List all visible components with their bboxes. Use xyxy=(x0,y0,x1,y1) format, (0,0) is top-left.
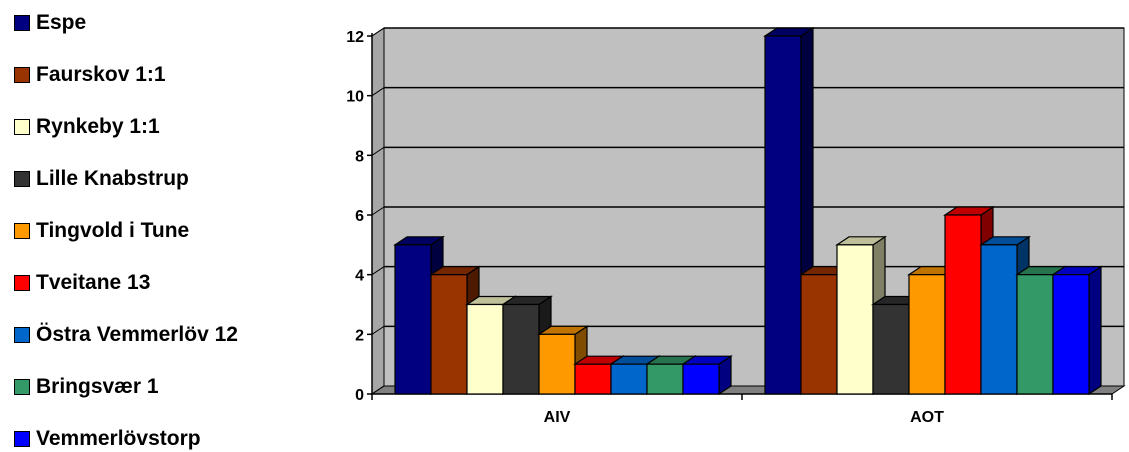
legend-item: Espe xyxy=(14,10,86,36)
legend-swatch xyxy=(14,67,30,83)
bars xyxy=(393,26,1103,396)
legend-label: Tingvold i Tune xyxy=(36,219,190,242)
y-tick-label: 0 xyxy=(355,387,364,404)
y-tick-label: 4 xyxy=(355,268,364,285)
legend-label: Tveitane 13 xyxy=(36,271,151,294)
legend-item: Tingvold i Tune xyxy=(14,218,189,244)
gridline-side xyxy=(371,266,385,276)
legend-item: Tveitane 13 xyxy=(14,270,150,296)
legend-swatch xyxy=(14,327,30,343)
labels: 0 2 4 6 8 10 12 AIV AOT xyxy=(346,29,944,426)
legend-swatch xyxy=(14,119,30,135)
legend-swatch xyxy=(14,431,30,447)
gridline-side xyxy=(371,206,385,216)
gridline-side xyxy=(371,146,385,156)
gridline-side xyxy=(371,27,385,37)
legend-item: Lille Knabstrup xyxy=(14,166,189,192)
y-tick-label: 12 xyxy=(346,29,364,46)
x-tick-label: AOT xyxy=(910,409,944,426)
bar xyxy=(681,355,733,396)
legend-label: Lille Knabstrup xyxy=(36,167,189,190)
gridline-side xyxy=(371,385,385,395)
y-tick-label: 6 xyxy=(355,208,364,225)
legend-label: Espe xyxy=(36,11,87,34)
bar xyxy=(1051,265,1103,396)
legend-swatch xyxy=(14,15,30,31)
legend-label: Bringsvær 1 xyxy=(36,375,159,398)
y-tick-label: 10 xyxy=(346,89,364,106)
legend-swatch xyxy=(14,223,30,239)
legend-item: Bringsvær 1 xyxy=(14,374,159,400)
bar xyxy=(537,325,589,396)
legend-item: Faurskov 1:1 xyxy=(14,62,166,88)
legend-label: Faurskov 1:1 xyxy=(36,63,166,86)
legend-label: Vemmerlövstorp xyxy=(36,427,201,450)
legend-item: Vemmerlövstorp xyxy=(14,426,201,452)
legend-label: Östra Vemmerlöv 12 xyxy=(36,323,238,346)
legend-item: Östra Vemmerlöv 12 xyxy=(14,322,238,348)
bar xyxy=(501,295,553,396)
legend-swatch xyxy=(14,171,30,187)
legend-swatch xyxy=(14,379,30,395)
gridline-side xyxy=(371,325,385,335)
legend-label: Rynkeby 1:1 xyxy=(36,115,160,138)
x-tick-label: AIV xyxy=(544,409,571,426)
gridline-side xyxy=(371,87,385,97)
legend-swatch xyxy=(14,275,30,291)
y-tick-label: 8 xyxy=(355,148,364,165)
y-tick-label: 2 xyxy=(355,327,364,344)
legend-item: Rynkeby 1:1 xyxy=(14,114,160,140)
